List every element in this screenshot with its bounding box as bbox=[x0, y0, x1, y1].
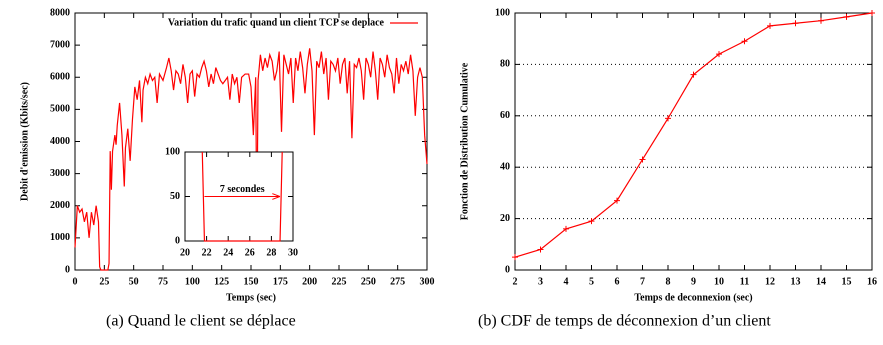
y-tick-label: 100 bbox=[165, 146, 180, 157]
y-tick-label: 4000 bbox=[50, 136, 70, 147]
annotation-label: 7 secondes bbox=[220, 184, 265, 195]
x-tick-label: 75 bbox=[158, 276, 168, 287]
x-tick-label: 12 bbox=[765, 276, 775, 287]
y-tick-label: 3000 bbox=[50, 168, 70, 179]
y-axis-label: Fonction de Distribution Cumulative bbox=[459, 62, 470, 220]
y-tick-label: 0 bbox=[175, 235, 180, 246]
y-tick-label: 5000 bbox=[50, 104, 70, 115]
x-tick-label: 150 bbox=[244, 276, 259, 287]
x-tick-label: 13 bbox=[791, 276, 801, 287]
y-tick-label: 6000 bbox=[50, 72, 70, 83]
x-tick-label: 4 bbox=[564, 276, 569, 287]
x-tick-label: 175 bbox=[273, 276, 288, 287]
y-tick-label: 50 bbox=[170, 191, 180, 202]
data-point bbox=[843, 13, 850, 20]
x-tick-label: 7 bbox=[640, 276, 645, 287]
data-point bbox=[716, 51, 722, 58]
x-tick-label: 9 bbox=[691, 276, 696, 287]
y-tick-label: 100 bbox=[495, 7, 510, 18]
y-tick-label: 8000 bbox=[50, 7, 70, 18]
x-tick-label: 25 bbox=[99, 276, 109, 287]
x-tick-label: 0 bbox=[73, 276, 78, 287]
y-tick-label: 0 bbox=[65, 264, 70, 275]
caption: (a) Quand le client se déplace bbox=[106, 313, 296, 330]
x-tick-label: 26 bbox=[245, 247, 255, 258]
data-point bbox=[614, 197, 620, 204]
data-point bbox=[767, 22, 773, 29]
y-tick-label: 0 bbox=[505, 264, 510, 275]
data-point bbox=[512, 254, 518, 261]
caption: (b) CDF de temps de déconnexion d’un cli… bbox=[478, 313, 771, 330]
x-tick-label: 2 bbox=[513, 276, 518, 287]
y-tick-label: 80 bbox=[500, 59, 510, 70]
x-tick-label: 16 bbox=[867, 276, 877, 287]
data-point bbox=[665, 115, 671, 122]
y-tick-label: 20 bbox=[500, 213, 510, 224]
data-point bbox=[869, 10, 875, 16]
x-tick-label: 200 bbox=[302, 276, 317, 287]
data-point bbox=[690, 71, 697, 78]
y-tick-label: 1000 bbox=[50, 232, 70, 243]
data-point bbox=[818, 17, 824, 24]
x-tick-label: 11 bbox=[740, 276, 749, 287]
x-tick-label: 100 bbox=[185, 276, 200, 287]
plot-frame bbox=[514, 12, 873, 271]
data-point bbox=[741, 38, 748, 45]
data-point bbox=[563, 225, 569, 232]
x-tick-label: 5 bbox=[589, 276, 594, 287]
legend-label: Variation du trafic quand un client TCP … bbox=[168, 17, 385, 28]
x-axis-label: Temps de deconnexion (sec) bbox=[634, 292, 752, 303]
x-tick-label: 28 bbox=[266, 247, 276, 258]
data-point bbox=[792, 20, 799, 27]
x-tick-label: 250 bbox=[361, 276, 376, 287]
x-tick-label: 22 bbox=[202, 247, 212, 258]
x-tick-label: 15 bbox=[842, 276, 852, 287]
x-tick-label: 275 bbox=[390, 276, 405, 287]
data-point bbox=[588, 218, 595, 225]
x-axis-label: Temps (sec) bbox=[226, 292, 276, 303]
x-tick-label: 125 bbox=[214, 276, 229, 287]
x-tick-label: 6 bbox=[615, 276, 620, 287]
y-axis-label: Debit d'emission (Kbits/sec) bbox=[19, 82, 30, 201]
data-line bbox=[74, 48, 428, 271]
x-tick-label: 10 bbox=[714, 276, 724, 287]
x-tick-label: 300 bbox=[420, 276, 435, 287]
x-tick-label: 225 bbox=[332, 276, 347, 287]
data-line bbox=[201, 151, 283, 242]
y-tick-label: 7000 bbox=[50, 39, 70, 50]
y-tick-label: 40 bbox=[500, 161, 510, 172]
y-tick-label: 2000 bbox=[50, 200, 70, 211]
data-point bbox=[639, 156, 646, 163]
y-tick-label: 60 bbox=[500, 110, 510, 121]
x-tick-label: 50 bbox=[129, 276, 139, 287]
x-tick-label: 14 bbox=[816, 276, 826, 287]
x-tick-label: 20 bbox=[180, 247, 190, 258]
data-point bbox=[537, 246, 544, 253]
x-tick-label: 3 bbox=[538, 276, 543, 287]
x-tick-label: 24 bbox=[223, 247, 233, 258]
x-tick-label: 8 bbox=[666, 276, 671, 287]
x-tick-label: 30 bbox=[288, 247, 298, 258]
